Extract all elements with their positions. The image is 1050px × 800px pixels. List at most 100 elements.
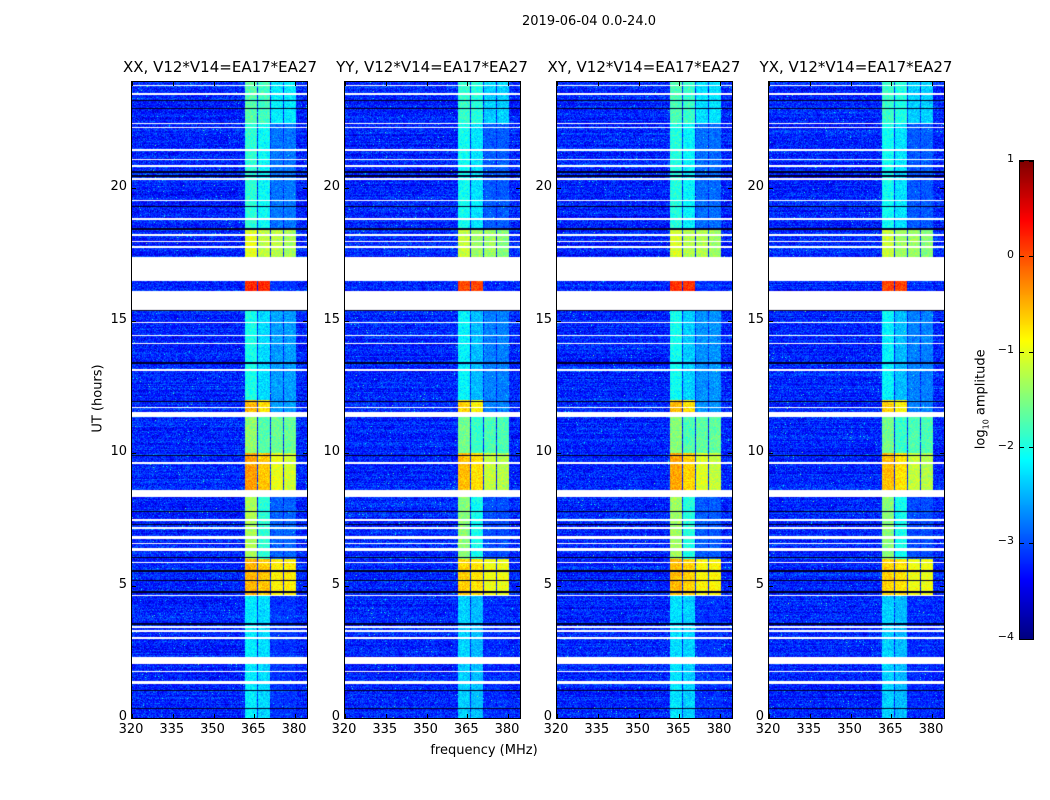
colorbar-tick-label: −4 bbox=[997, 630, 1014, 643]
colorbar-tick-mark bbox=[1020, 351, 1024, 353]
x-tick-mark bbox=[557, 714, 558, 718]
y-tick-mark bbox=[557, 718, 561, 719]
x-tick-label: 365 bbox=[877, 722, 903, 737]
y-tick-mark bbox=[940, 585, 944, 587]
colorbar-tick-mark bbox=[1029, 638, 1033, 640]
x-tick-mark bbox=[295, 714, 297, 718]
x-tick-mark bbox=[345, 714, 346, 718]
x-tick-mark bbox=[254, 82, 256, 86]
x-tick-mark bbox=[597, 714, 599, 718]
colorbar-tick-mark bbox=[1029, 256, 1033, 258]
x-tick-mark bbox=[720, 714, 722, 718]
colorbar-tick-mark bbox=[1020, 160, 1024, 162]
x-tick-mark bbox=[932, 714, 934, 718]
x-tick-mark bbox=[213, 82, 215, 86]
y-tick-mark bbox=[132, 453, 136, 454]
heatmap-panel-yy bbox=[344, 81, 521, 719]
heatmap-image bbox=[132, 82, 307, 718]
x-tick-mark bbox=[769, 82, 770, 86]
y-tick-mark bbox=[557, 320, 561, 322]
x-tick-label: 365 bbox=[240, 722, 266, 737]
x-tick-mark bbox=[385, 714, 387, 718]
y-tick-mark bbox=[940, 718, 944, 719]
heatmap-panel-xy bbox=[556, 81, 733, 719]
colorbar-tick-mark bbox=[1029, 447, 1033, 449]
x-tick-mark bbox=[891, 82, 893, 86]
y-tick-label: 15 bbox=[747, 311, 764, 327]
y-tick-mark bbox=[345, 718, 349, 719]
heatmap-image bbox=[769, 82, 944, 718]
x-tick-label: 320 bbox=[331, 722, 357, 737]
y-tick-label: 5 bbox=[118, 576, 127, 592]
x-tick-mark bbox=[508, 714, 510, 718]
x-tick-mark bbox=[679, 82, 681, 86]
x-tick-label: 380 bbox=[706, 722, 732, 737]
y-tick-mark bbox=[769, 320, 773, 322]
x-tick-label: 335 bbox=[584, 722, 610, 737]
x-tick-mark bbox=[638, 714, 640, 718]
y-tick-mark bbox=[303, 718, 307, 719]
x-tick-mark bbox=[426, 82, 428, 86]
colorbar-tick-label: −2 bbox=[997, 438, 1014, 452]
x-tick-mark bbox=[426, 714, 428, 718]
x-tick-mark bbox=[679, 714, 681, 718]
x-tick-mark bbox=[557, 82, 558, 86]
x-tick-label: 380 bbox=[494, 722, 520, 737]
y-tick-mark bbox=[132, 585, 136, 587]
colorbar-tick-mark bbox=[1029, 542, 1033, 544]
colorbar-gradient bbox=[1020, 161, 1033, 639]
x-tick-mark bbox=[508, 82, 510, 86]
y-tick-label: 20 bbox=[747, 179, 764, 194]
y-tick-mark bbox=[516, 718, 520, 719]
y-tick-mark bbox=[132, 188, 136, 189]
x-tick-mark bbox=[850, 714, 852, 718]
colorbar-tick-mark bbox=[1029, 160, 1033, 162]
x-tick-label: 335 bbox=[159, 722, 185, 737]
colorbar-tick-mark bbox=[1020, 447, 1024, 449]
heatmap-panel-xx bbox=[131, 81, 308, 719]
y-tick-mark bbox=[728, 320, 732, 322]
x-tick-label: 320 bbox=[755, 722, 781, 737]
x-tick-mark bbox=[254, 714, 256, 718]
x-tick-mark bbox=[385, 82, 387, 86]
y-tick-mark bbox=[940, 188, 944, 189]
y-tick-mark bbox=[303, 188, 307, 189]
x-tick-label: 320 bbox=[118, 722, 144, 737]
x-tick-mark bbox=[172, 714, 174, 718]
x-tick-mark bbox=[720, 82, 722, 86]
x-tick-label: 350 bbox=[625, 722, 650, 737]
panel-title-yx: YX, V12*V14=EA17*EA27 bbox=[759, 58, 953, 76]
x-tick-mark bbox=[132, 714, 133, 718]
y-tick-mark bbox=[557, 188, 561, 189]
x-tick-mark bbox=[809, 714, 811, 718]
x-tick-mark bbox=[172, 82, 174, 86]
y-tick-mark bbox=[940, 453, 944, 454]
colorbar-tick-label: 0 bbox=[1007, 247, 1014, 261]
y-tick-mark bbox=[516, 453, 520, 454]
y-tick-label: 20 bbox=[323, 179, 340, 194]
x-tick-label: 350 bbox=[413, 722, 438, 737]
x-tick-label: 335 bbox=[372, 722, 398, 737]
y-tick-label: 15 bbox=[323, 311, 340, 327]
y-tick-label: 20 bbox=[535, 179, 552, 194]
y-tick-label: 0 bbox=[755, 709, 764, 724]
x-tick-mark bbox=[345, 82, 346, 86]
x-tick-label: 365 bbox=[453, 722, 479, 737]
colorbar-tick-mark bbox=[1020, 256, 1024, 258]
x-tick-mark bbox=[213, 714, 215, 718]
heatmap-image bbox=[557, 82, 732, 718]
x-tick-mark bbox=[809, 82, 811, 86]
x-tick-label: 380 bbox=[281, 722, 307, 737]
y-tick-mark bbox=[345, 585, 349, 587]
x-tick-mark bbox=[638, 82, 640, 86]
y-tick-mark bbox=[728, 453, 732, 454]
y-axis-label: UT (hours) bbox=[90, 364, 106, 433]
x-tick-mark bbox=[932, 82, 934, 86]
x-tick-mark bbox=[769, 714, 770, 718]
x-tick-label: 350 bbox=[200, 722, 225, 737]
colorbar-tick-label: 1 bbox=[1007, 152, 1014, 165]
y-tick-label: 20 bbox=[110, 179, 127, 194]
x-tick-mark bbox=[597, 82, 599, 86]
figure-title: 2019-06-04 0.0-24.0 bbox=[522, 14, 656, 29]
